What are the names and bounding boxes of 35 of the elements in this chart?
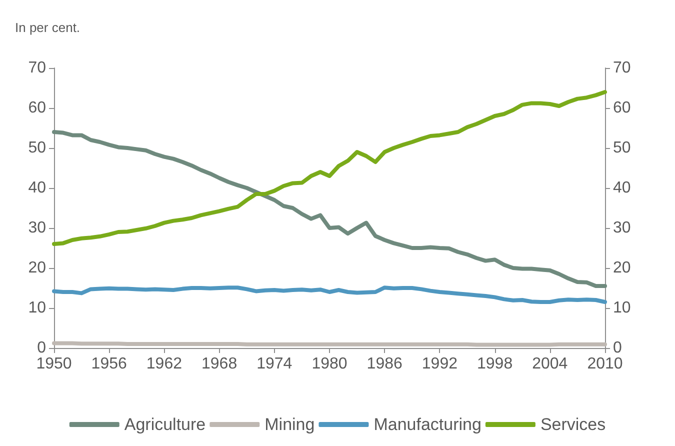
x-tick-label: 2004 (532, 356, 568, 372)
legend-label: Agriculture (124, 415, 206, 434)
line-series (52, 286, 607, 304)
y2-tick-label: 10 (613, 300, 631, 316)
y2-tick-label: 70 (613, 60, 631, 76)
y-tick-label: 0 (37, 340, 46, 356)
y2-tick-label: 40 (613, 180, 631, 196)
x-tick-label: 1998 (477, 356, 513, 372)
y2-tick-label: 0 (613, 340, 622, 356)
y2-tick-label: 20 (613, 260, 631, 276)
line-series (52, 130, 607, 288)
y-tick-label: 30 (28, 220, 46, 236)
legend-label: Manufacturing (374, 415, 482, 434)
y-tick-label: 50 (28, 140, 46, 156)
x-tick-label: 1992 (422, 356, 458, 372)
legend-label: Mining (264, 415, 315, 434)
y2-tick-label: 30 (613, 220, 631, 236)
y-tick-label: 40 (28, 180, 46, 196)
y-tick-label: 10 (28, 300, 46, 316)
y-tick-label: 60 (28, 100, 46, 116)
x-tick-label: 1962 (146, 356, 182, 372)
legend-label: Services (540, 415, 606, 434)
x-tick-label: 1956 (91, 356, 127, 372)
y-tick-label: 20 (28, 260, 46, 276)
x-tick-label: 1950 (36, 356, 72, 372)
text: In per cent. (15, 20, 80, 35)
x-tick-label: 1974 (256, 356, 292, 372)
x-tick-label: 1986 (366, 356, 402, 372)
x-tick-label: 1980 (312, 356, 348, 372)
y-tick-label: 70 (28, 60, 46, 76)
y2-tick-label: 50 (613, 140, 631, 156)
x-tick-label: 1968 (202, 356, 238, 372)
x-tick-label: 2010 (587, 356, 623, 372)
y2-tick-label: 60 (613, 100, 631, 116)
line-series (52, 90, 607, 246)
